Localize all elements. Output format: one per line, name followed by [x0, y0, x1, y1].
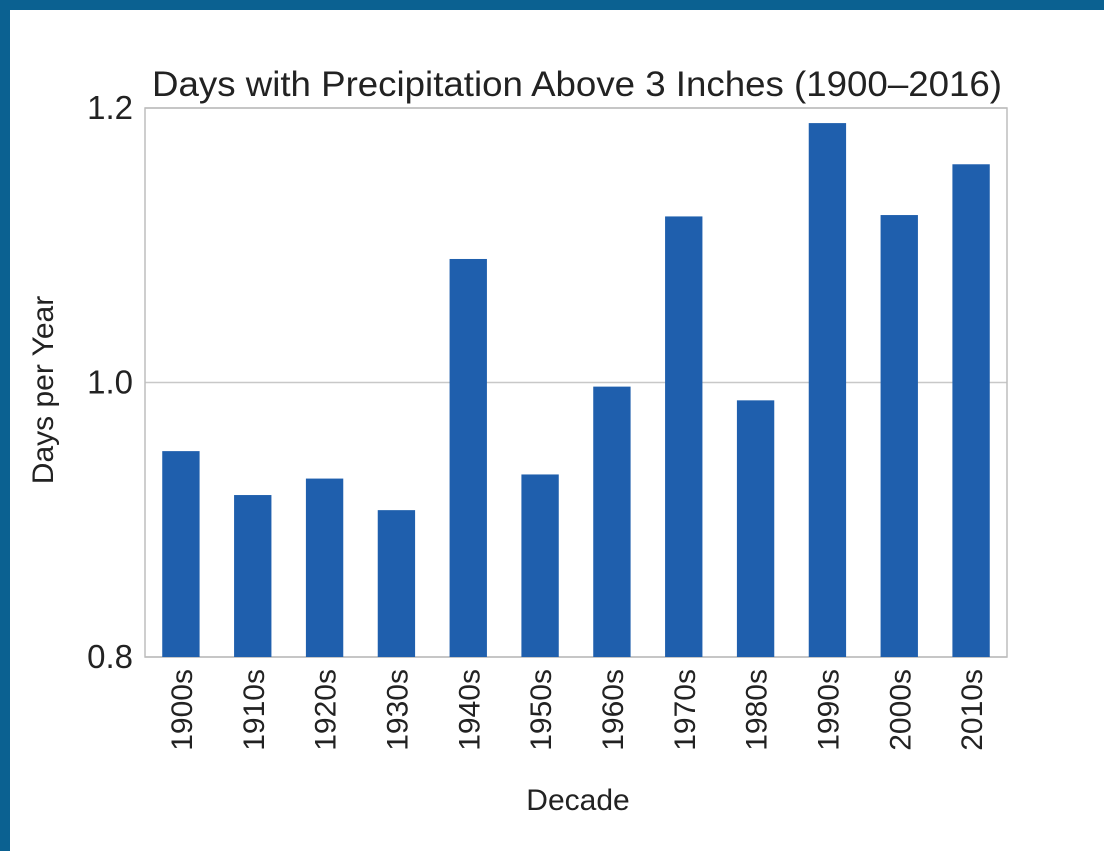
- bar-chart: Days with Precipitation Above 3 Inches (…: [27, 65, 1008, 817]
- x-tick-label: 1940s: [453, 669, 486, 751]
- x-tick-label: 1910s: [238, 669, 271, 751]
- bar-1950s: [521, 474, 559, 657]
- chart-frame: Days with Precipitation Above 3 Inches (…: [10, 10, 1104, 851]
- x-axis-label: Decade: [526, 784, 629, 817]
- x-tick-label: 2010s: [956, 669, 989, 751]
- plot-area-border: [144, 107, 1008, 658]
- bar-2000s: [880, 215, 918, 657]
- bar-1960s: [593, 386, 631, 657]
- x-tick-label: 1960s: [597, 669, 630, 751]
- x-tick-label: 1920s: [310, 669, 343, 751]
- y-tick-label: 1.0: [87, 364, 133, 401]
- bar-1930s: [377, 510, 416, 657]
- x-tick-label: 1980s: [741, 669, 774, 751]
- bar-1980s: [736, 400, 775, 657]
- y-tick-label: 0.8: [87, 638, 133, 675]
- bars: [162, 123, 990, 658]
- x-tick-label: 1930s: [381, 669, 414, 751]
- bar-1910s: [234, 495, 272, 657]
- x-tick-label: 1990s: [812, 669, 845, 751]
- x-tick-label: 1950s: [525, 669, 558, 751]
- y-axis-label: Days per Year: [27, 296, 60, 484]
- x-tick-label: 2000s: [884, 669, 917, 751]
- gridlines: [145, 107, 1007, 658]
- bar-1970s: [665, 216, 703, 658]
- bar-1900s: [162, 451, 200, 657]
- y-tick-label: 1.2: [87, 89, 133, 126]
- chart-title: Days with Precipitation Above 3 Inches (…: [152, 65, 1002, 104]
- bar-1920s: [305, 478, 344, 657]
- x-tick-label: 1900s: [166, 669, 199, 751]
- bar-1990s: [808, 123, 847, 657]
- y-axis-ticks: 0.8 1.0 1.2: [87, 89, 133, 675]
- bar-2010s: [952, 164, 990, 657]
- x-axis-ticks: 1900s 1910s 1920s 1930s 1940s 1950s 1960s 1970s…: [166, 669, 989, 751]
- x-tick-label: 1970s: [669, 669, 702, 751]
- bar-1940s: [449, 258, 487, 657]
